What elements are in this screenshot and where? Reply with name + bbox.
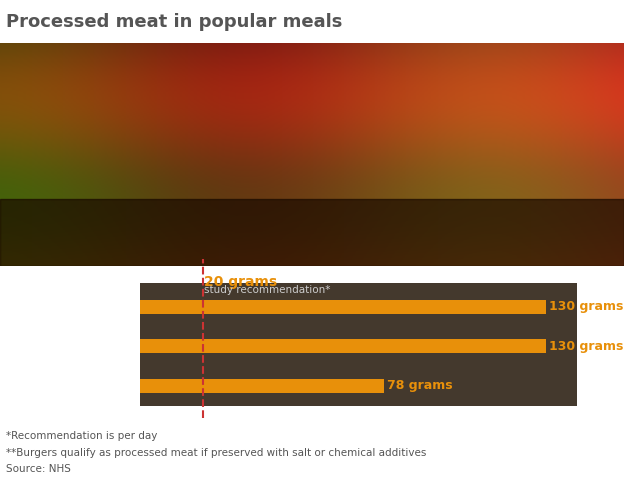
Text: 20 grams: 20 grams [205, 275, 278, 289]
Text: Source: NHS: Source: NHS [6, 464, 71, 474]
Text: **Burgers qualify as processed meat if preserved with salt or chemical additives: **Burgers qualify as processed meat if p… [6, 447, 427, 457]
Text: *Recommendation is per day: *Recommendation is per day [6, 432, 158, 441]
Text: Processed meat in popular meals: Processed meat in popular meals [6, 12, 343, 31]
Polygon shape [0, 200, 624, 266]
Text: 130 grams: 130 grams [549, 300, 623, 313]
Text: English breakfast
(two sausages, two
rashers of bacon): English breakfast (two sausages, two ras… [16, 290, 137, 324]
Text: 78 grams: 78 grams [387, 379, 452, 393]
Text: Quarter pounder
beefburger**: Quarter pounder beefburger** [33, 375, 137, 396]
Text: study recommendation*: study recommendation* [205, 285, 331, 295]
Bar [140, 300, 546, 313]
Bar [140, 379, 384, 393]
Bar [140, 283, 577, 406]
Bar [140, 339, 546, 353]
Text: Large doner kebab: Large doner kebab [20, 341, 137, 351]
Text: 130 grams: 130 grams [549, 340, 623, 353]
